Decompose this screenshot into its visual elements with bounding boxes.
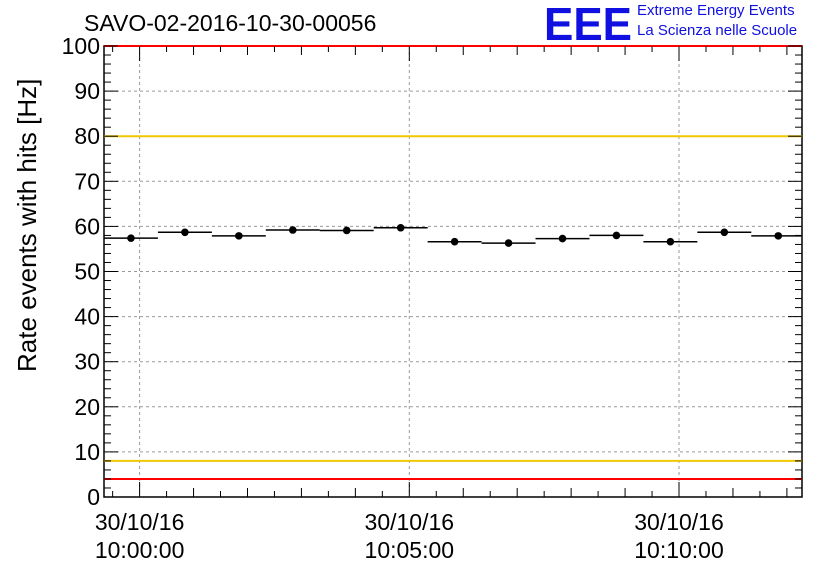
x-tick-time-label: 10:00:00 <box>95 537 185 563</box>
y-tick-label: 40 <box>74 304 100 330</box>
data-point <box>342 226 351 235</box>
y-tick-label: 90 <box>74 78 100 104</box>
y-tick-label: 20 <box>74 394 100 420</box>
data-point <box>720 228 729 237</box>
reference-lines <box>104 45 802 480</box>
x-tick-date-label: 30/10/16 <box>365 509 455 535</box>
eee-logo: EEE <box>544 2 632 44</box>
data-point <box>558 234 567 243</box>
data-point <box>774 232 783 240</box>
logo-line-2: La Scienza nelle Scuole <box>637 22 798 39</box>
eee-logo-letters: EEE <box>544 2 632 44</box>
data-points <box>104 223 802 247</box>
x-tick-date-label: 30/10/16 <box>95 509 185 535</box>
y-tick-label: 30 <box>74 349 100 375</box>
logo-line-1: Extreme Energy Events <box>637 2 795 19</box>
y-axis-label: Rate events with hits [Hz] <box>12 78 42 372</box>
y-tick-label: 70 <box>74 168 100 194</box>
y-tick-labels: 0 10 20 30 40 50 60 70 80 90 100 <box>62 33 100 510</box>
axis-ticks <box>104 45 802 498</box>
run-title: SAVO-02-2016-10-30-00056 <box>84 10 377 36</box>
data-point <box>504 239 513 247</box>
y-tick-label: 0 <box>87 484 100 510</box>
grid-layer <box>104 46 802 497</box>
data-point <box>450 237 459 246</box>
y-tick-label: 10 <box>74 439 100 465</box>
data-point <box>181 228 189 237</box>
x-tick-time-label: 10:05:00 <box>365 537 455 563</box>
y-tick-label: 50 <box>74 259 100 285</box>
y-tick-label: 80 <box>74 123 100 149</box>
data-point <box>288 226 297 234</box>
y-tick-label: 60 <box>74 213 100 239</box>
x-tick-labels: 30/10/1610:00:0030/10/1610:05:0030/10/16… <box>95 509 724 563</box>
data-point <box>666 237 675 246</box>
x-tick-time-label: 10:10:00 <box>634 537 724 563</box>
data-point <box>396 223 405 232</box>
x-tick-date-label: 30/10/16 <box>634 509 724 535</box>
y-tick-label: 100 <box>62 33 100 59</box>
data-point <box>612 231 621 240</box>
data-point <box>127 234 135 242</box>
data-point <box>235 232 243 240</box>
